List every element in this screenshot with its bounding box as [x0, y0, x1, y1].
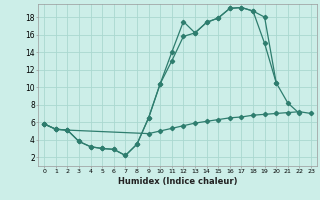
X-axis label: Humidex (Indice chaleur): Humidex (Indice chaleur) [118, 177, 237, 186]
